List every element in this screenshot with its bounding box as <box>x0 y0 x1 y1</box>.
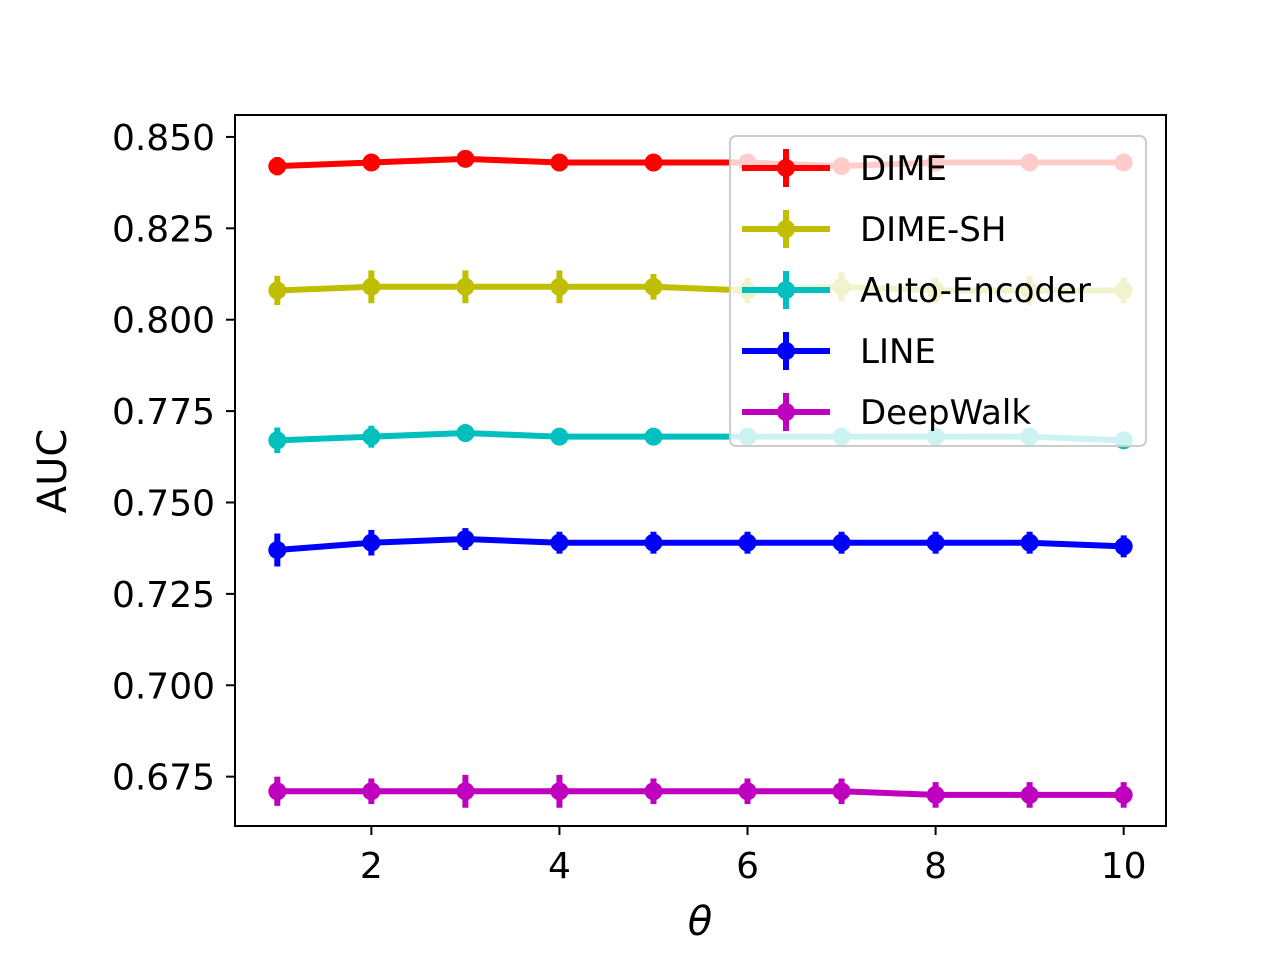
legend-label-deepwalk: DeepWalk <box>860 393 1031 433</box>
y-axis-label: AUC <box>30 429 76 514</box>
data-point-line-5 <box>644 533 663 552</box>
data-point-auto-encoder-1 <box>268 431 287 450</box>
data-point-line-3 <box>456 530 475 549</box>
data-point-dime-sh-3 <box>456 277 475 296</box>
series-line <box>268 528 1133 567</box>
data-point-auto-encoder-2 <box>362 427 381 446</box>
legend-entry-dime: DIME <box>742 149 947 189</box>
data-point-deepwalk-5 <box>644 782 663 801</box>
series-line-deepwalk <box>274 788 1127 798</box>
x-tick-label-10: 10 <box>1101 846 1147 887</box>
data-point-dime-1 <box>268 157 287 176</box>
data-point-line-7 <box>832 533 851 552</box>
data-point-deepwalk-2 <box>362 782 381 801</box>
data-point-dime-sh-4 <box>550 277 569 296</box>
axes-layer <box>234 114 1167 827</box>
data-point-dime-2 <box>362 153 381 172</box>
data-point-deepwalk-3 <box>456 782 475 801</box>
legend-entry-deepwalk: DeepWalk <box>742 393 1031 433</box>
legend-entry-auto-encoder: Auto-Encoder <box>742 271 1091 311</box>
y-tick-label-0.725: 0.725 <box>112 575 215 616</box>
legend-marker-deepwalk <box>777 403 795 421</box>
x-tick-label-2: 2 <box>360 846 383 887</box>
legend-marker-dime <box>777 159 795 177</box>
data-point-auto-encoder-5 <box>644 427 663 446</box>
y-tick-label-0.700: 0.700 <box>112 666 215 707</box>
data-point-line-9 <box>1020 533 1039 552</box>
data-point-deepwalk-7 <box>832 782 851 801</box>
y-tick-label-0.850: 0.850 <box>112 118 215 159</box>
legend-label-auto-encoder: Auto-Encoder <box>860 271 1091 311</box>
legend-label-dime: DIME <box>860 149 947 189</box>
x-tick-label-8: 8 <box>924 846 947 887</box>
data-point-deepwalk-6 <box>738 782 757 801</box>
data-point-auto-encoder-3 <box>456 424 475 443</box>
data-point-deepwalk-9 <box>1020 785 1039 804</box>
legend: DIME DIME-SH Auto-Encoder LINE DeepWalk <box>729 135 1147 447</box>
data-point-dime-sh-2 <box>362 277 381 296</box>
data-point-dime-sh-1 <box>268 281 287 300</box>
ticks-layer: 2 4 6 8 10 0.675 0.700 0.725 0.750 0.775 0.800 0.82… <box>112 118 1147 887</box>
plot-frame <box>234 114 1167 827</box>
data-point-deepwalk-10 <box>1114 785 1133 804</box>
data-point-dime-3 <box>456 149 475 168</box>
data-point-line-2 <box>362 533 381 552</box>
y-tick-label-0.825: 0.825 <box>112 209 215 250</box>
legend-label-dime-sh: DIME-SH <box>860 210 1006 250</box>
data-point-auto-encoder-4 <box>550 427 569 446</box>
series-line-line <box>274 536 1127 554</box>
x-axis-label: θ <box>688 899 712 945</box>
legend-entry-line: LINE <box>742 332 936 372</box>
y-tick-label-0.750: 0.750 <box>112 483 215 524</box>
data-point-line-4 <box>550 533 569 552</box>
legend-marker-auto-encoder <box>777 281 795 299</box>
data-point-dime-4 <box>550 153 569 172</box>
data-point-dime-sh-5 <box>644 277 663 296</box>
legend-marker-dime-sh <box>777 220 795 238</box>
data-point-dime-5 <box>644 153 663 172</box>
y-tick-label-0.800: 0.800 <box>112 301 215 342</box>
data-point-deepwalk-8 <box>926 785 945 804</box>
legend-label-line: LINE <box>860 332 936 372</box>
legend-box <box>729 135 1147 447</box>
data-point-line-1 <box>268 541 287 560</box>
series-deepwalk <box>268 774 1133 808</box>
data-point-deepwalk-1 <box>268 782 287 801</box>
data-point-deepwalk-4 <box>550 782 569 801</box>
x-tick-label-4: 4 <box>548 846 571 887</box>
data-point-line-6 <box>738 533 757 552</box>
x-tick-label-6: 6 <box>736 846 759 887</box>
y-tick-label-0.775: 0.775 <box>112 392 215 433</box>
data-point-line-8 <box>926 533 945 552</box>
legend-entry-dime-sh: DIME-SH <box>742 210 1006 250</box>
y-tick-label-0.675: 0.675 <box>112 758 215 799</box>
data-point-line-10 <box>1114 537 1133 556</box>
legend-marker-line <box>777 342 795 360</box>
